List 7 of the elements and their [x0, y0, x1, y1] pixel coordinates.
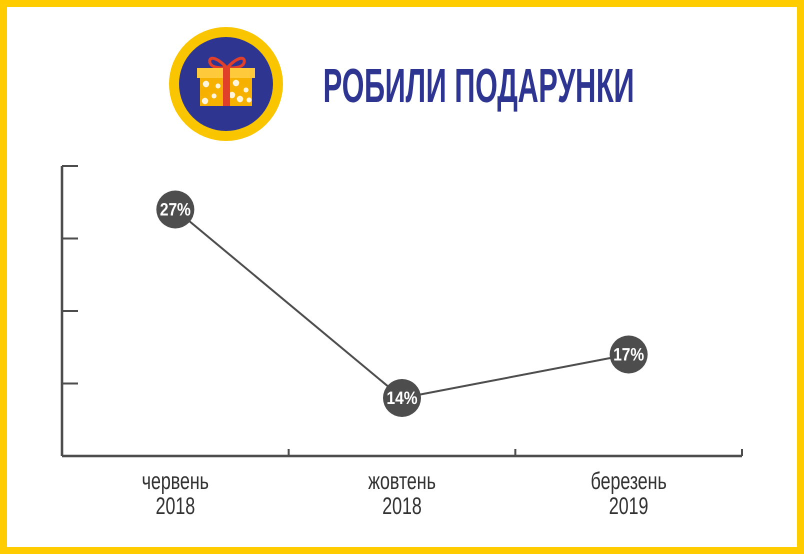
data-label: 27%: [160, 199, 191, 220]
data-label: 14%: [386, 388, 418, 408]
x-tick-label: березень 2019: [590, 468, 667, 520]
data-label: 17%: [613, 344, 644, 365]
x-tick-label: жовтень 2018: [368, 468, 436, 520]
chart-title: РОБИЛИ ПОДАРУНКИ: [323, 60, 634, 113]
x-tick-label: червень 2018: [142, 468, 209, 520]
